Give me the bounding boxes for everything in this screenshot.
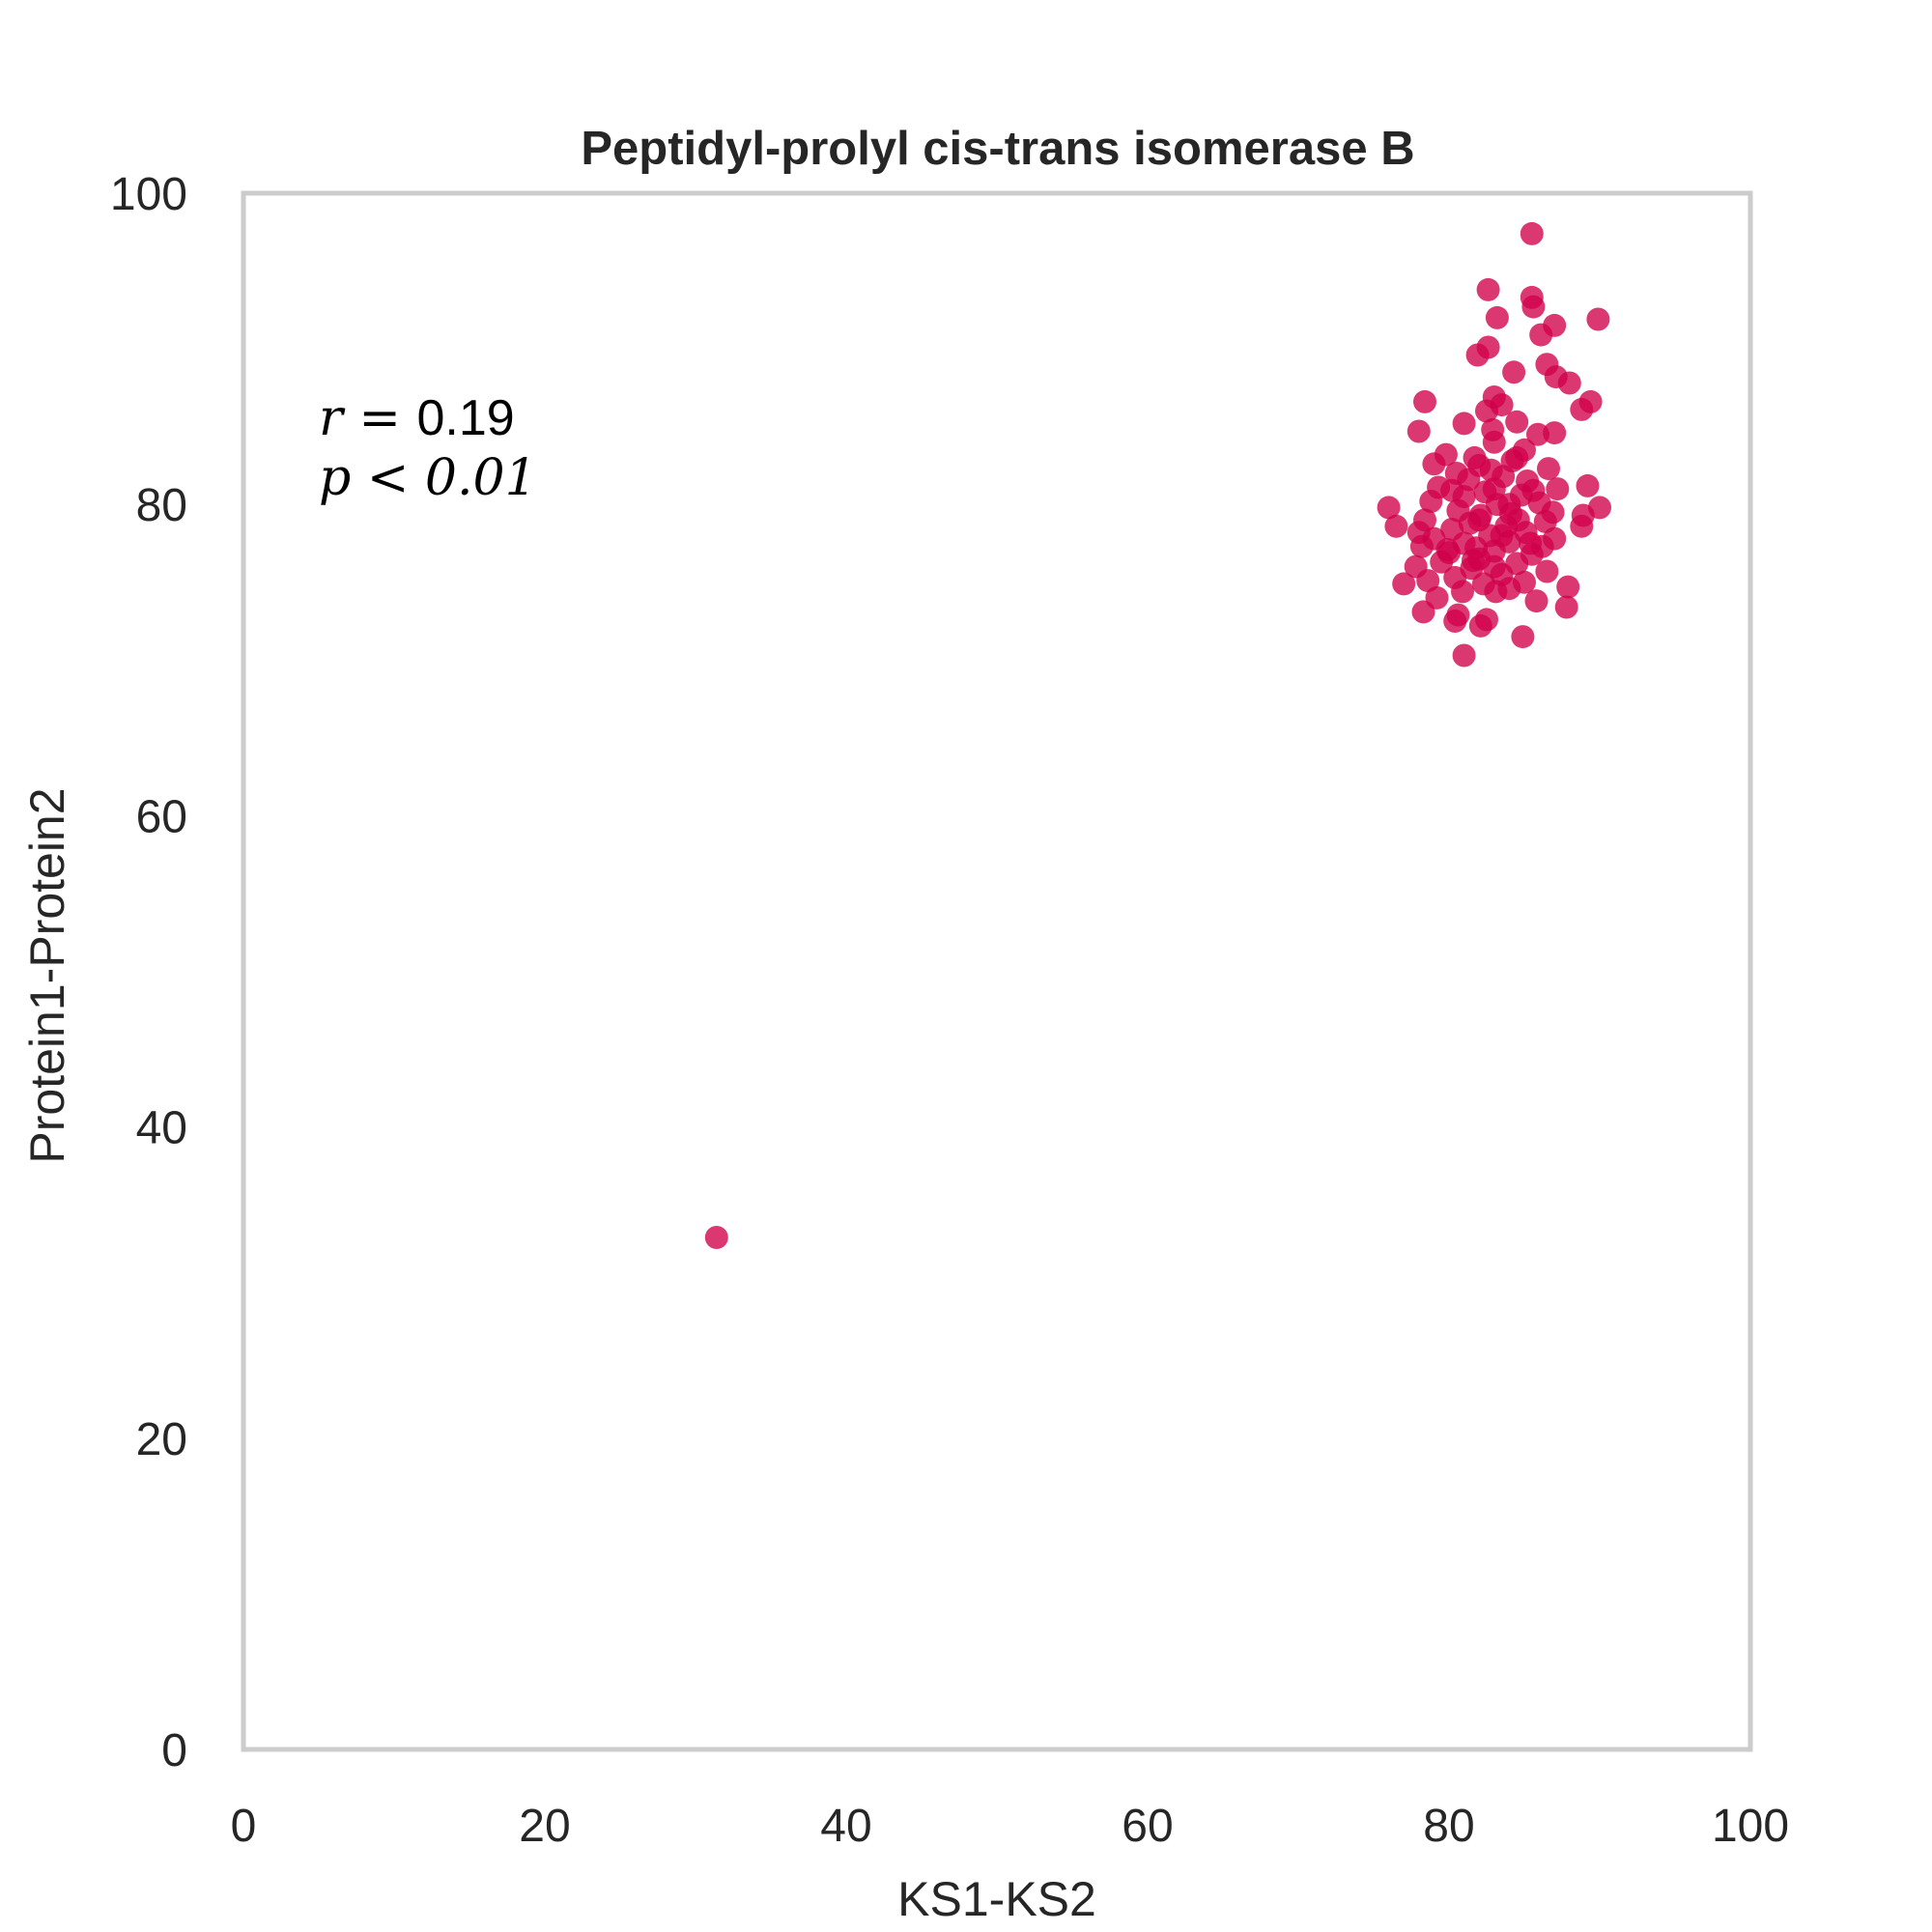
data-point xyxy=(1406,419,1431,443)
data-point xyxy=(704,1226,728,1249)
y-tick-label: 40 xyxy=(136,1103,187,1154)
data-point xyxy=(1384,514,1408,538)
data-point xyxy=(1505,445,1529,469)
x-tick-label: 0 xyxy=(231,1801,257,1852)
data-point xyxy=(1520,221,1544,245)
data-point xyxy=(1541,500,1565,525)
p-value: p < 0.01 xyxy=(319,449,537,507)
stats-annotation: r = 0.19 p < 0.01 xyxy=(319,389,537,507)
x-tick-label: 80 xyxy=(1423,1801,1474,1852)
data-point xyxy=(1476,277,1500,301)
data-point xyxy=(1411,600,1435,624)
x-tick-label: 100 xyxy=(1712,1801,1789,1852)
x-axis-ticks: 0 20 40 60 80 100 xyxy=(231,1801,1789,1852)
data-point xyxy=(1413,389,1436,413)
data-point xyxy=(1576,473,1600,497)
data-point xyxy=(1502,360,1526,384)
data-point xyxy=(1435,537,1460,561)
data-point xyxy=(1419,490,1443,513)
data-point xyxy=(1554,595,1578,619)
data-point xyxy=(1537,457,1560,481)
data-point xyxy=(1416,569,1440,593)
data-point xyxy=(1556,575,1580,599)
x-axis-label: KS1-KS2 xyxy=(897,1872,1096,1926)
data-point xyxy=(1526,422,1549,446)
data-point xyxy=(1452,643,1476,668)
data-point xyxy=(1546,477,1570,501)
x-tick-label: 20 xyxy=(519,1801,570,1852)
y-tick-label: 0 xyxy=(161,1725,187,1776)
data-point xyxy=(1468,613,1492,638)
data-point xyxy=(1586,307,1610,331)
data-point xyxy=(1482,554,1506,579)
data-point xyxy=(1535,559,1559,583)
x-tick-label: 40 xyxy=(820,1801,871,1852)
data-point xyxy=(1506,508,1530,532)
data-point xyxy=(1570,514,1594,538)
data-point xyxy=(1490,393,1514,417)
points-layer xyxy=(704,221,1611,1249)
data-point xyxy=(1521,295,1546,319)
data-point xyxy=(1519,531,1543,555)
y-tick-label: 100 xyxy=(110,169,187,220)
data-point xyxy=(1451,580,1474,604)
data-point xyxy=(1462,549,1485,573)
data-point xyxy=(1484,580,1508,604)
data-point xyxy=(1524,589,1548,613)
y-axis-ticks: 0 20 40 60 80 100 xyxy=(110,169,187,1776)
data-point xyxy=(1557,371,1581,395)
data-point xyxy=(1505,410,1529,434)
r-label: r = xyxy=(319,389,417,447)
chart-title: Peptidyl-prolyl cis-trans isomerase B xyxy=(581,123,1414,175)
data-point xyxy=(1485,305,1509,329)
data-point xyxy=(1479,458,1503,482)
data-point xyxy=(1452,412,1476,436)
data-point xyxy=(1422,452,1446,476)
data-point xyxy=(1543,421,1567,445)
data-point xyxy=(1406,521,1431,545)
data-point xyxy=(1467,508,1492,532)
data-point xyxy=(1529,323,1553,347)
svg-text:r = 0.19: r = 0.19 xyxy=(319,389,515,447)
y-tick-label: 60 xyxy=(136,791,187,842)
data-point xyxy=(1511,625,1535,649)
data-point xyxy=(1377,496,1401,520)
y-tick-label: 80 xyxy=(136,480,187,531)
data-point xyxy=(1490,524,1514,548)
data-point xyxy=(1443,610,1467,633)
data-point xyxy=(1440,478,1464,502)
x-tick-label: 60 xyxy=(1122,1801,1173,1852)
r-value: 0.19 xyxy=(417,390,515,446)
data-point xyxy=(1392,572,1416,596)
y-tick-label: 20 xyxy=(136,1414,187,1465)
data-point xyxy=(1521,478,1546,502)
data-point xyxy=(1457,468,1481,492)
data-point xyxy=(1481,417,1505,441)
data-point xyxy=(1578,389,1603,413)
data-point xyxy=(1465,343,1490,367)
plot-frame xyxy=(241,190,1753,1752)
y-axis-label: Protein1-Protein2 xyxy=(20,787,74,1163)
data-point xyxy=(1482,477,1506,501)
